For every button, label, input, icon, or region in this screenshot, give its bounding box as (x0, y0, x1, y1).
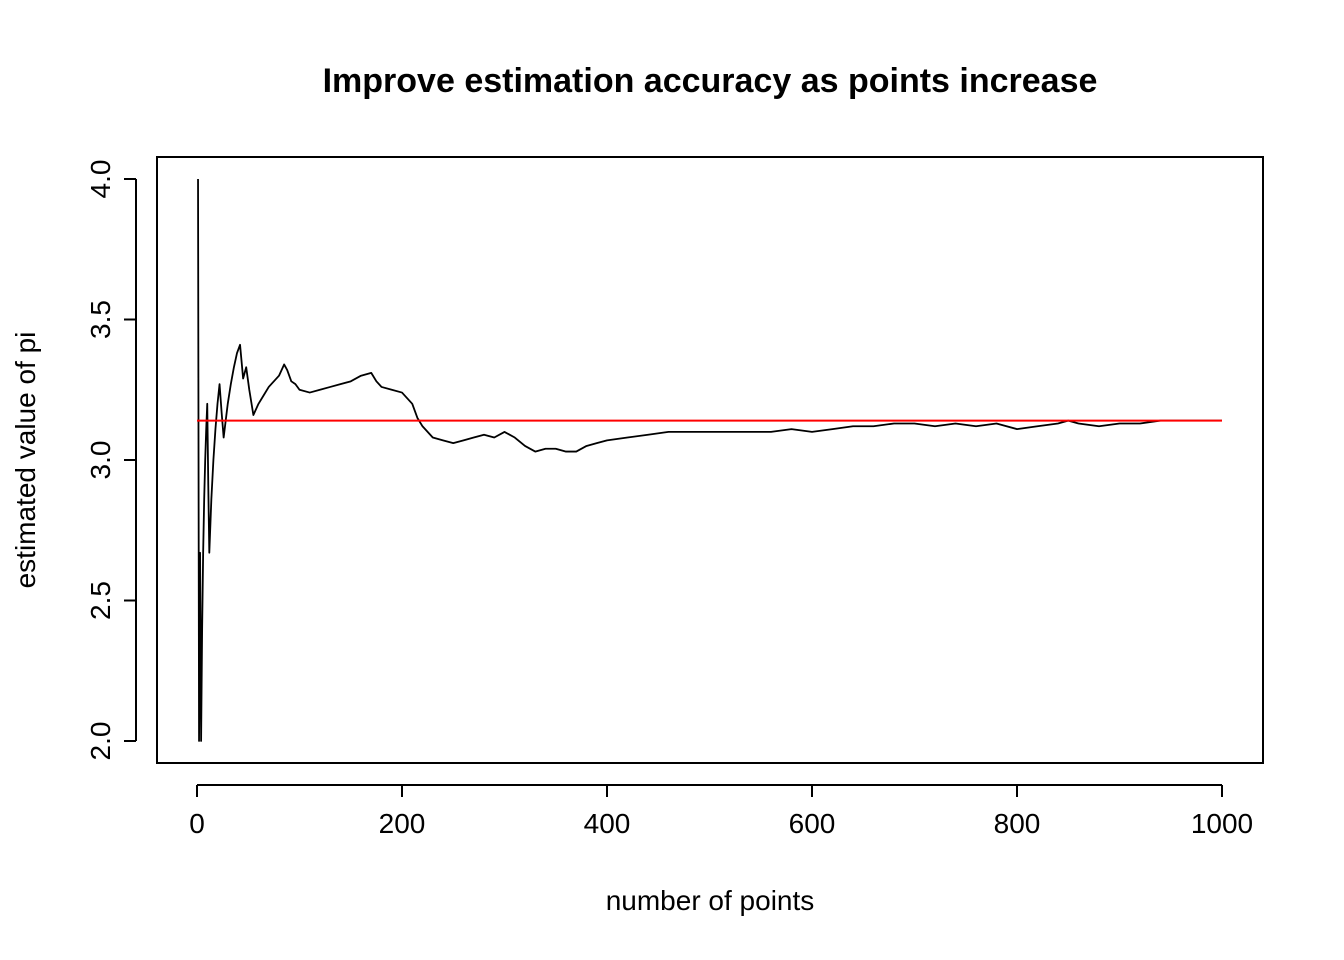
y-tick-label: 3.5 (85, 300, 116, 339)
y-tick-label: 2.5 (85, 581, 116, 620)
x-tick-label: 600 (789, 808, 836, 839)
x-tick-label: 400 (584, 808, 631, 839)
x-tick-label: 200 (379, 808, 426, 839)
y-tick-label: 4.0 (85, 160, 116, 199)
y-tick-label: 3.0 (85, 441, 116, 480)
plot-frame (156, 156, 1264, 764)
x-tick-label: 800 (994, 808, 1041, 839)
x-tick-label: 0 (189, 808, 205, 839)
chart-title: Improve estimation accuracy as points in… (323, 62, 1098, 100)
y-axis-label: estimated value of pi (10, 332, 41, 589)
x-axis: 0 200 400 600 800 1000 (189, 784, 1253, 839)
x-axis-label: number of points (606, 885, 815, 916)
y-axis: 2.0 2.5 3.0 3.5 4.0 (85, 160, 137, 761)
x-tick-label: 1000 (1191, 808, 1253, 839)
y-tick-label: 2.0 (85, 722, 116, 761)
series-layer (197, 178, 1222, 742)
estimate-series-line (197, 178, 1222, 742)
